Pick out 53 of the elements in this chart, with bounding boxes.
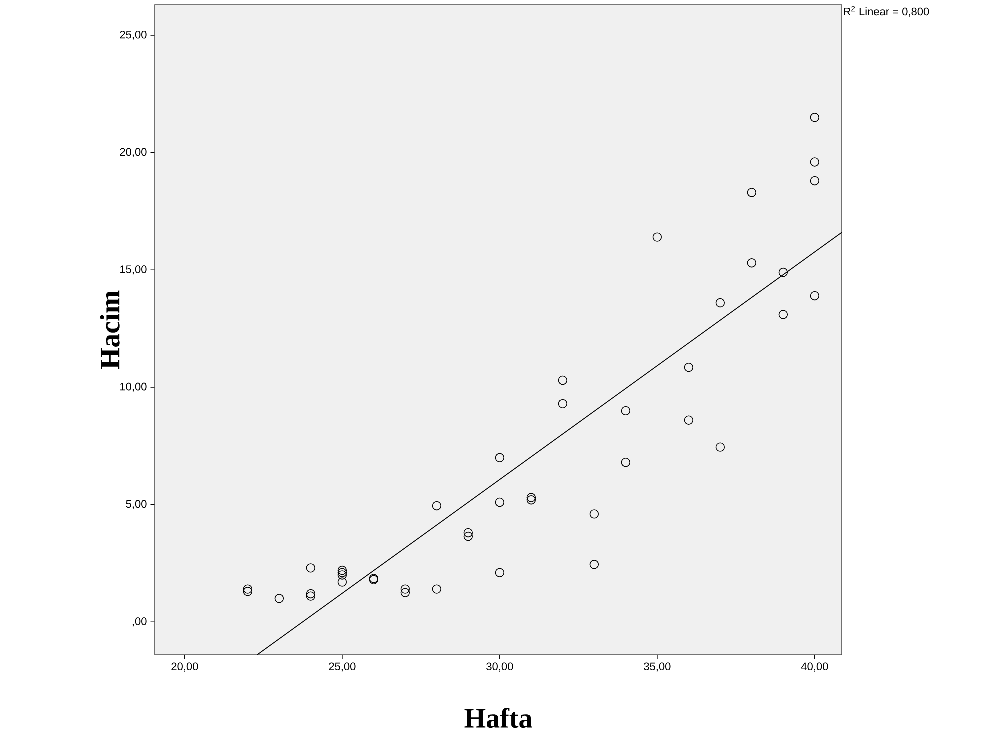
x-axis-title: Hafta: [464, 708, 532, 728]
point: [243, 587, 253, 596]
point: [716, 298, 726, 308]
point: [464, 528, 474, 538]
y-tick-label: 5,00: [126, 500, 147, 510]
y-tick-label: 10,00: [120, 382, 147, 392]
point: [243, 584, 253, 594]
y-tick-label: ,00: [132, 618, 147, 627]
point: [400, 588, 410, 598]
point: [432, 584, 442, 594]
y-tick-label: 15,00: [120, 266, 147, 275]
point: [747, 258, 757, 268]
point: [495, 568, 505, 578]
point: [778, 268, 788, 278]
point: [306, 592, 316, 601]
y-tick-label: 20,00: [120, 148, 147, 158]
point: [810, 176, 820, 186]
point: [306, 564, 316, 573]
point: [526, 496, 536, 505]
point: [716, 442, 726, 452]
point: [684, 362, 694, 372]
point: [306, 589, 316, 599]
x-tick-label: 35,00: [644, 662, 671, 672]
y-axis-title: Hacim: [100, 290, 120, 370]
point: [652, 232, 662, 242]
point: [495, 453, 505, 462]
point: [621, 406, 631, 416]
point: [338, 578, 348, 587]
point: [495, 498, 505, 508]
text: R$^{2}$ Linear = 0,800: [844, 6, 930, 17]
point: [464, 532, 474, 542]
point: [558, 376, 568, 386]
point: [338, 568, 348, 578]
point: [338, 570, 348, 580]
point: [274, 594, 284, 604]
point: [684, 416, 694, 425]
point: [747, 188, 757, 198]
point: [526, 493, 536, 502]
y-tick-label: 25,00: [120, 30, 147, 40]
point: [810, 291, 820, 301]
point: [621, 458, 631, 468]
x-tick-label: 40,00: [801, 662, 828, 672]
point: [810, 113, 820, 122]
point: [590, 510, 600, 519]
point: [778, 310, 788, 320]
point: [432, 501, 442, 511]
point: [400, 584, 410, 594]
point: [590, 560, 600, 570]
x-tick-label: 20,00: [172, 662, 198, 672]
point: [810, 158, 820, 167]
point: [558, 399, 568, 409]
x-tick-label: 30,00: [486, 662, 514, 672]
x-tick-label: 25,00: [329, 662, 356, 672]
